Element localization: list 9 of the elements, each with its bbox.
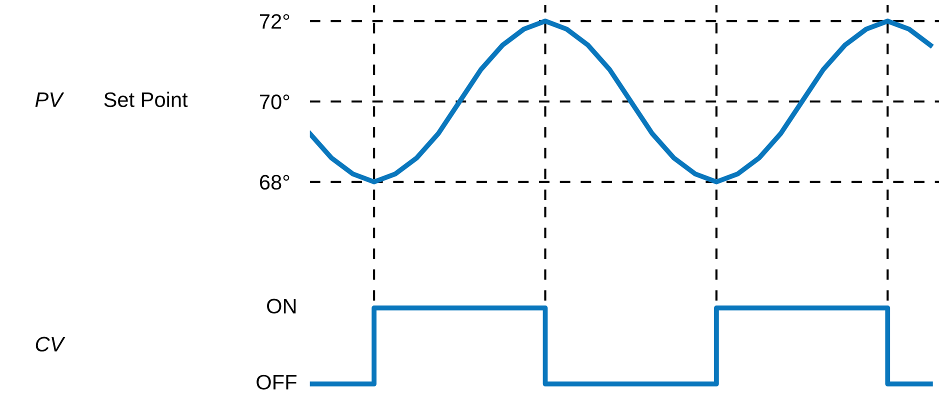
text: PV	[35, 92, 64, 107]
y-tick-label: 72°	[260, 14, 290, 29]
y-tick-label: 70°	[260, 94, 290, 110]
text: OFF	[256, 374, 296, 390]
text: ON	[267, 298, 296, 314]
y-tick-label: 68°	[260, 174, 290, 190]
line-series	[310, 18, 933, 184]
text: CV	[36, 336, 66, 352]
text: Set Point	[104, 92, 188, 108]
